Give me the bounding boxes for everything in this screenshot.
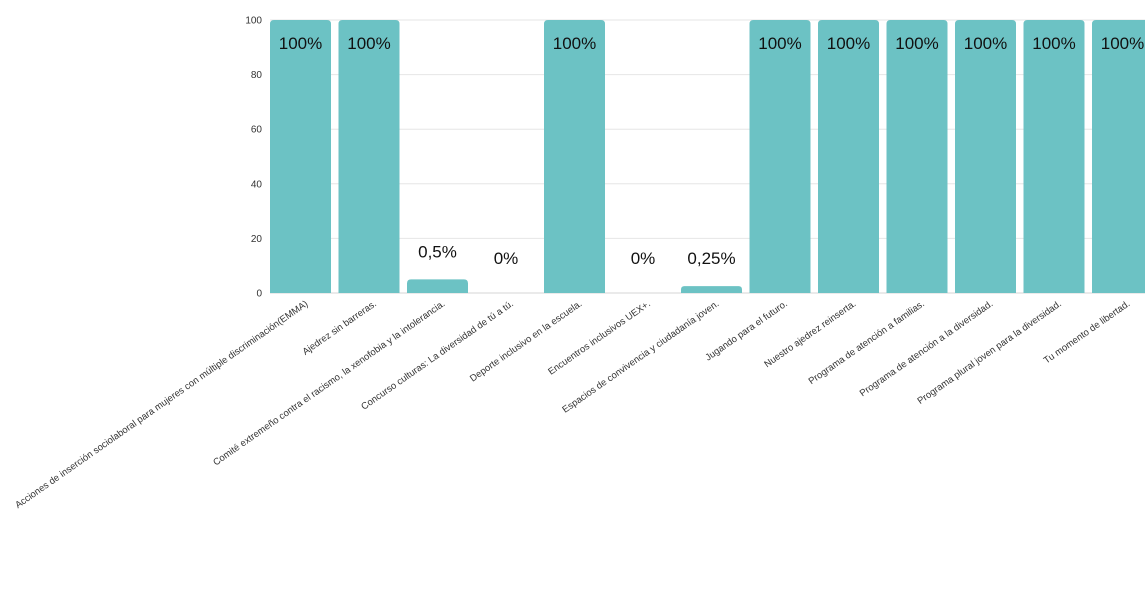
bar: [1023, 20, 1085, 293]
data-label: 100%: [1032, 34, 1075, 53]
data-label: 100%: [553, 34, 596, 53]
data-label: 100%: [347, 34, 390, 53]
bar: [1092, 20, 1145, 293]
bar: [681, 286, 742, 293]
bar: [955, 20, 1016, 293]
data-labels: 100% 100% 0,5% 0% 100% 0% 0,25% 100% 100% 100% 100…: [279, 34, 1144, 268]
bar: [749, 20, 811, 293]
data-label: 0%: [631, 249, 656, 268]
bars: [270, 20, 1145, 293]
x-tick-label: Espacios de convivencia y ciudadanía jov…: [560, 298, 721, 415]
bar: [338, 20, 400, 293]
y-tick-label: 40: [251, 179, 263, 190]
bar: [407, 279, 468, 293]
bar: [886, 20, 948, 293]
x-tick-label: Acciones de inserción sociolaboral para …: [13, 298, 310, 511]
bar: [544, 20, 605, 293]
x-tick-label: Concurso culturas: La diversidad de tú a…: [359, 298, 515, 412]
y-tick-label: 20: [251, 234, 263, 245]
y-tick-label: 80: [251, 70, 263, 81]
data-label: 0,5%: [418, 242, 457, 261]
x-tick-label: Deporte inclusivo en la escuela.: [468, 298, 584, 384]
data-label: 100%: [827, 34, 870, 53]
data-label: 0%: [494, 249, 519, 268]
data-label: 100%: [1101, 34, 1144, 53]
y-tick-label: 60: [251, 125, 263, 136]
x-tick-label: Ajedrez sin barreras.: [301, 298, 379, 357]
x-tick-label: Programa plural joven para la diversidad…: [916, 298, 1064, 406]
x-tick-label: Comité extremeño contra el racismo, la x…: [211, 298, 447, 468]
data-label: 100%: [279, 34, 322, 53]
data-label: 100%: [895, 34, 938, 53]
data-label: 100%: [758, 34, 801, 53]
x-axis: Acciones de inserción sociolaboral para …: [13, 298, 1132, 511]
x-tick-label: Programa de atención a la diversidad.: [858, 298, 995, 399]
y-tick-label: 0: [256, 289, 262, 300]
y-axis: 0 20 40 60 80 100: [245, 16, 262, 300]
bar: [818, 20, 879, 293]
y-tick-label: 100: [245, 16, 262, 27]
data-label: 100%: [964, 34, 1007, 53]
bar: [270, 20, 331, 293]
x-tick-label: Programa de atención a familias.: [807, 298, 927, 387]
data-label: 0,25%: [687, 249, 735, 268]
